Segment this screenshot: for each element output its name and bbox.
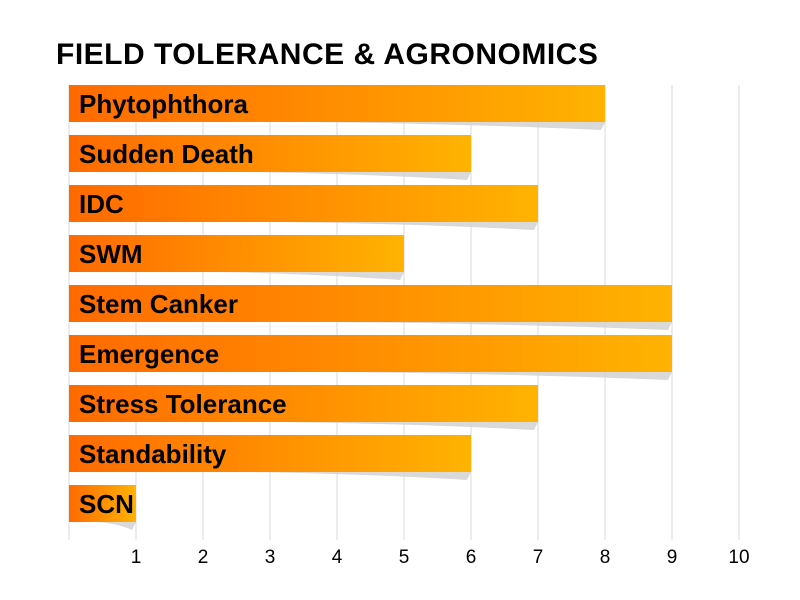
bar-shadow xyxy=(340,322,672,330)
bar-label: IDC xyxy=(79,189,124,219)
bar-label: SCN xyxy=(79,489,134,519)
bar-shadow xyxy=(310,122,605,130)
bar xyxy=(69,385,538,422)
bar-shadow xyxy=(249,172,471,180)
bar xyxy=(69,135,471,172)
bars xyxy=(69,85,672,522)
x-tick-label: 5 xyxy=(399,547,410,568)
x-tick-label: 9 xyxy=(667,547,678,568)
bar-label: Sudden Death xyxy=(79,139,254,169)
x-tick-label: 10 xyxy=(728,547,749,568)
x-tick-label: 8 xyxy=(600,547,611,568)
bar-labels: Phytophthora Sudden Death IDC SWM Stem Canke… xyxy=(79,89,287,519)
bar xyxy=(69,485,136,522)
bar xyxy=(69,285,672,322)
x-tick-label: 3 xyxy=(265,547,276,568)
bar-shadows xyxy=(99,122,672,530)
x-axis-ticks: 1 2 3 4 5 6 7 8 9 10 xyxy=(131,547,750,568)
bar-label: Stress Tolerance xyxy=(79,389,287,419)
x-tick-label: 2 xyxy=(198,547,209,568)
bar-label: Phytophthora xyxy=(79,89,249,119)
x-tick-label: 7 xyxy=(533,547,544,568)
bar-label: SWM xyxy=(79,239,143,269)
bar xyxy=(69,85,605,122)
bar xyxy=(69,335,672,372)
bar-shadow xyxy=(219,272,404,280)
bar-shadow xyxy=(340,372,672,380)
bar xyxy=(69,235,404,272)
bar-shadow xyxy=(280,222,538,230)
x-tick-label: 1 xyxy=(131,547,142,568)
bar-shadow xyxy=(249,472,471,480)
bar-shadow xyxy=(99,522,136,530)
bar xyxy=(69,435,471,472)
chart-title: FIELD TOLERANCE & AGRONOMICS xyxy=(56,38,599,71)
x-tick-label: 4 xyxy=(332,547,343,568)
bar-label: Emergence xyxy=(79,339,219,369)
bar-label: Stem Canker xyxy=(79,289,238,319)
x-tick-label: 6 xyxy=(466,547,477,568)
bar xyxy=(69,185,538,222)
bar-label: Standability xyxy=(79,439,227,469)
bar-shadow xyxy=(280,422,538,430)
